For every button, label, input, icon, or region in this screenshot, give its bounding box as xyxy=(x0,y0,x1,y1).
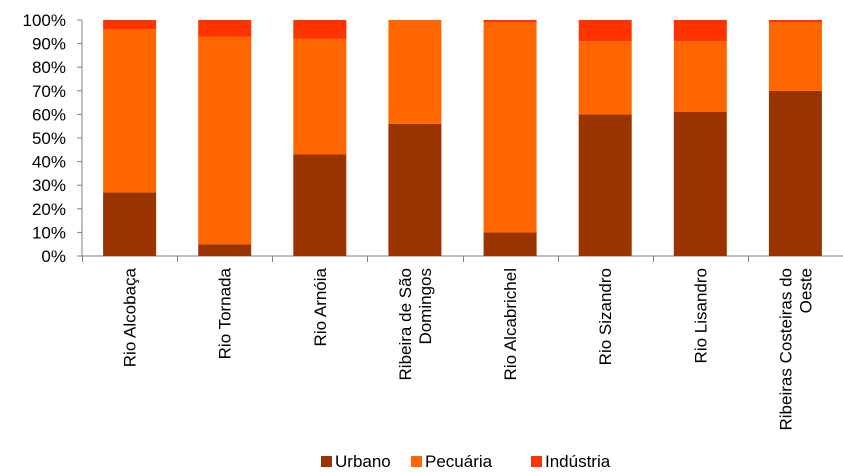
y-tick-label: 0% xyxy=(41,247,66,266)
x-category-label: Oeste xyxy=(796,268,815,313)
y-tick-label: 10% xyxy=(32,223,66,242)
bar-segment xyxy=(483,20,537,23)
bar-segment xyxy=(673,41,727,113)
legend-swatch xyxy=(411,456,422,467)
x-category-label: Rio Tornada xyxy=(216,267,235,359)
bar-segment xyxy=(673,112,727,256)
legend-swatch xyxy=(321,456,332,467)
chart-axes xyxy=(81,20,843,262)
y-axis-ticks: 0% 10% 20% 30% 40% 50% 60% 70% 80% 90% 100% xyxy=(23,11,82,266)
bar-segment xyxy=(483,22,537,233)
bar-segment xyxy=(388,123,442,256)
y-tick-label: 60% xyxy=(32,105,66,124)
bar-segment xyxy=(768,90,822,256)
y-tick-label: 30% xyxy=(32,176,66,195)
chart-legend: Urbano Pecuária Indústria xyxy=(321,452,611,471)
bar-segment xyxy=(768,20,822,23)
x-category-label: Ribeiras Costeiras do xyxy=(776,268,795,431)
legend-label: Urbano xyxy=(335,452,391,471)
x-category-label: Rio Arnóia xyxy=(311,267,330,346)
legend-swatch xyxy=(531,456,542,467)
bar-segment xyxy=(103,192,157,256)
bar-segment xyxy=(198,36,252,245)
bar-segment xyxy=(768,22,822,91)
bar-segment xyxy=(198,244,252,256)
x-category-label: Domingos xyxy=(416,268,435,345)
y-tick-label: 50% xyxy=(32,129,66,148)
y-tick-label: 20% xyxy=(32,200,66,219)
y-tick-label: 40% xyxy=(32,153,66,172)
bar-segment xyxy=(578,41,632,115)
bar-segment xyxy=(388,20,442,124)
x-category-label: Rio Lisandro xyxy=(691,268,710,363)
bar-segment xyxy=(293,20,347,39)
bar-segment xyxy=(293,154,347,256)
x-axis-categories: Rio Alcobaça Rio Tornada Rio Arnóia Ribeira… xyxy=(121,267,816,430)
bar-segment xyxy=(293,38,347,155)
legend-label: Indústria xyxy=(545,452,611,471)
bar-segment xyxy=(483,232,537,256)
x-category-label: Rio Alcabrichel xyxy=(501,268,520,380)
y-tick-label: 90% xyxy=(32,35,66,54)
legend-label: Pecuária xyxy=(425,452,493,471)
bar-segment xyxy=(198,20,252,37)
bar-segment xyxy=(103,20,157,30)
x-category-label: Rio Alcobaça xyxy=(121,267,140,367)
chart-bars xyxy=(103,20,822,257)
bar-segment xyxy=(673,20,727,42)
y-tick-label: 100% xyxy=(23,11,66,30)
bar-segment xyxy=(578,20,632,42)
x-category-label: Rio Sizandro xyxy=(596,268,615,365)
y-tick-label: 70% xyxy=(32,82,66,101)
y-tick-label: 80% xyxy=(32,58,66,77)
bar-segment xyxy=(578,114,632,257)
x-category-label: Ribeira de São xyxy=(396,268,415,380)
bar-segment xyxy=(103,29,157,193)
